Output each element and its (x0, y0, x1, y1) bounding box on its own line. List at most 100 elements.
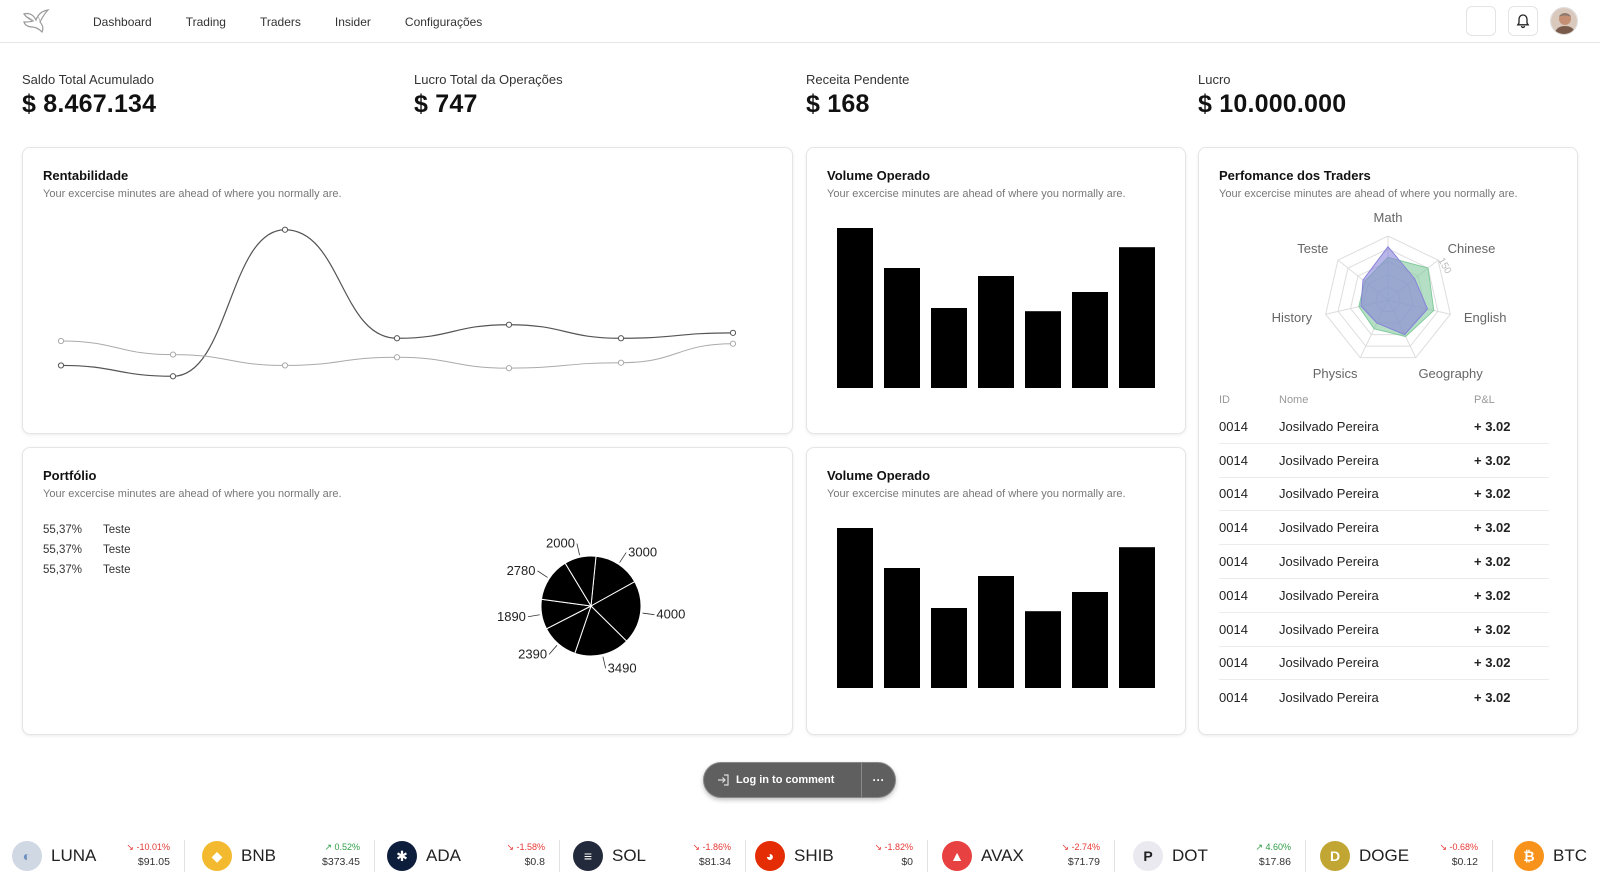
line-point (169, 351, 177, 358)
pie-slice (564, 555, 597, 608)
table-row[interactable]: 0014 Josilvado Pereira + 3.02 (1219, 647, 1549, 681)
radar-label: Chinese (1448, 241, 1496, 256)
stat-value: $ 747 (414, 90, 478, 118)
table-row[interactable]: 0014 Josilvado Pereira + 3.02 (1219, 545, 1549, 579)
volume-operado-card: Volume Operado Your excercise minutes ar… (806, 147, 1186, 434)
nav-traders[interactable]: Traders (259, 14, 301, 29)
bar (978, 276, 1014, 388)
avatar[interactable] (1550, 7, 1578, 35)
bird-logo-icon[interactable] (22, 8, 50, 34)
stat-value: $ 10.000.000 (1198, 90, 1347, 118)
coin-price: $0 (901, 856, 913, 868)
bar (1025, 611, 1061, 688)
line-point (393, 354, 401, 361)
table-row[interactable]: 0014 Josilvado Pereira + 3.02 (1219, 579, 1549, 613)
card-subtitle: Your excercise minutes are ahead of wher… (1219, 188, 1518, 200)
legend-label: Teste (103, 544, 131, 556)
table-row[interactable]: 0014 Josilvado Pereira + 3.02 (1219, 511, 1549, 546)
nav-trading[interactable]: Trading (185, 14, 226, 29)
bar (1025, 311, 1061, 388)
coin-price: $81.34 (698, 856, 731, 868)
line-point (393, 335, 401, 342)
card-subtitle: Your excercise minutes are ahead of wher… (827, 188, 1126, 200)
line-point (729, 329, 737, 336)
avax-icon: ▲ (942, 841, 972, 871)
legend-pct: 55,37% (43, 564, 83, 576)
card-title: Portfólio (43, 468, 97, 483)
pie-label-line (602, 656, 607, 669)
pie-label-line (537, 570, 548, 578)
card-title: Volume Operado (827, 468, 931, 483)
pie-label-line (576, 543, 580, 556)
pie-slice (590, 555, 636, 607)
ticker-divider (184, 840, 185, 872)
radar-label: History (1272, 310, 1313, 325)
line-point (729, 340, 737, 347)
dot-icon: P (1133, 841, 1163, 871)
ticker-item-shib[interactable]: ◕ SHIB (755, 828, 834, 884)
trader-name: Josilvado Pereira (1279, 554, 1379, 570)
trader-id: 0014 (1219, 418, 1248, 434)
shib-icon: ◕ (755, 841, 785, 871)
pie-label: 3000 (628, 545, 657, 560)
radar-grid (1325, 235, 1451, 359)
trader-name: Josilvado Pereira (1279, 655, 1379, 671)
trader-id: 0014 (1219, 655, 1248, 671)
radar-label: Physics (1313, 366, 1358, 381)
stat-label: Lucro (1198, 72, 1231, 87)
coin-change: ↘ -2.74% (1061, 842, 1100, 852)
line-point (617, 335, 625, 342)
bar-chart (837, 228, 1155, 388)
trader-pl: + 3.02 (1474, 655, 1511, 671)
ticker-divider (745, 840, 746, 872)
coin-price: $0.12 (1451, 856, 1478, 868)
nav-insider[interactable]: Insider (334, 14, 371, 29)
table-row[interactable]: 0014 Josilvado Pereira + 3.02 (1219, 478, 1549, 512)
coin-change: ↘ -0.68% (1439, 842, 1478, 852)
bnb-icon: ◆ (202, 841, 232, 871)
table-row[interactable]: 0014 Josilvado Pereira + 3.02 (1219, 680, 1549, 714)
bar (884, 268, 920, 388)
coin-price: $71.79 (1067, 856, 1100, 868)
table-row[interactable]: 0014 Josilvado Pereira + 3.02 (1219, 444, 1549, 478)
trader-id: 0014 (1219, 486, 1248, 502)
card-title: Rentabilidade (43, 168, 129, 183)
ticker-divider (1492, 840, 1493, 872)
trader-name: Josilvado Pereira (1279, 486, 1379, 502)
coin-change: ↗ 0.52% (324, 842, 360, 852)
legend-pct: 55,37% (43, 524, 83, 536)
ticker-item-sol[interactable]: ≡ SOL (573, 828, 646, 884)
ticker-item-bnb[interactable]: ◆ BNB (202, 828, 276, 884)
portfolio-card: Portfólio Your excercise minutes are ahe… (22, 447, 793, 735)
ticker-item-ada[interactable]: ✱ ADA (387, 828, 461, 884)
ticker-item-avax[interactable]: ▲ AVAX (942, 828, 1024, 884)
ticker-item-dot[interactable]: P DOT (1133, 828, 1208, 884)
more-options-button[interactable]: ··· (872, 773, 885, 787)
login-button[interactable]: Log in to comment (704, 763, 862, 797)
trader-id: 0014 (1219, 520, 1248, 536)
ticker-divider (374, 840, 375, 872)
ticker-item-btc[interactable]: ₿ BTC (1514, 828, 1587, 884)
table-row[interactable]: 0014 Josilvado Pereira + 3.02 (1219, 410, 1549, 444)
bar (1119, 247, 1155, 388)
blank-button[interactable] (1466, 6, 1496, 36)
bar (931, 608, 967, 688)
coin-symbol: DOT (1172, 846, 1208, 865)
card-title: Volume Operado (827, 168, 931, 183)
volume-operado-card-2: Volume Operado Your excercise minutes ar… (806, 447, 1186, 735)
login-label: Log in to comment (736, 774, 835, 786)
nav-configuracoes[interactable]: Configurações (404, 14, 483, 29)
table-row[interactable]: 0014 Josilvado Pereira + 3.02 (1219, 613, 1549, 647)
trader-id: 0014 (1219, 554, 1248, 570)
nav-dashboard[interactable]: Dashboard (93, 14, 152, 29)
header-name: Nome (1279, 394, 1309, 406)
ticker-item-luna[interactable]: ◐ LUNA (12, 828, 96, 884)
pie-label: 4000 (656, 607, 685, 622)
trader-id: 0014 (1219, 621, 1248, 637)
legend-item: 55,37% Teste (43, 564, 131, 584)
ticker-item-doge[interactable]: D DOGE (1320, 828, 1409, 884)
coin-change: ↘ -1.86% (692, 842, 731, 852)
line-point (617, 359, 625, 366)
notification-button[interactable] (1508, 6, 1538, 36)
coin-symbol: LUNA (51, 846, 97, 865)
